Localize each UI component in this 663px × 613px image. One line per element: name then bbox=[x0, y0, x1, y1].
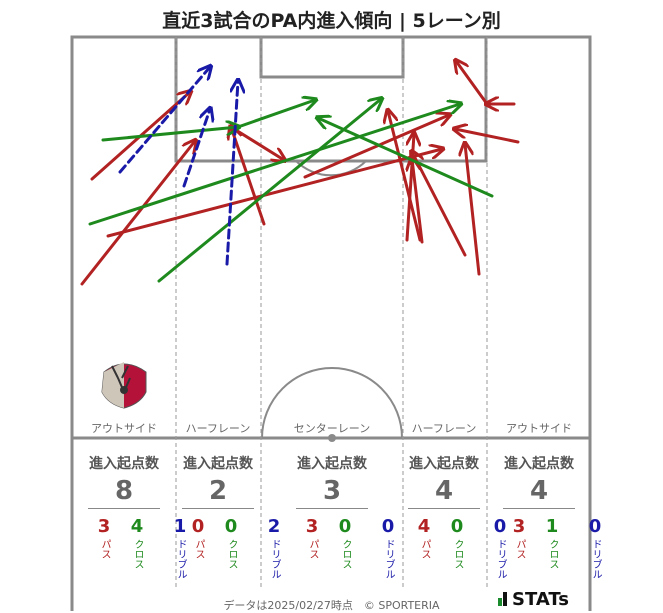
dribble-label: ドリブル bbox=[590, 539, 601, 579]
lane-5-pass: 3 パス bbox=[509, 517, 529, 579]
pass-arrow-5 bbox=[106, 149, 442, 238]
pass-arrow-12 bbox=[455, 129, 520, 144]
lane-4-total: 4 bbox=[434, 476, 454, 506]
dribble-arrow-21 bbox=[182, 109, 210, 188]
lane-3-breakdown: 3 パス 0 クロス 0 ドリブル bbox=[302, 516, 408, 580]
dribble-count: 0 bbox=[588, 516, 602, 537]
footer-text: データは2025/02/27時点 © SPORTERIA bbox=[223, 599, 440, 612]
cross-arrow-17 bbox=[88, 104, 460, 226]
pass-count: 0 bbox=[191, 516, 205, 537]
arrows-layer bbox=[80, 61, 520, 286]
dribble-label: ドリブル bbox=[495, 539, 506, 579]
dribble-arrow-22 bbox=[225, 81, 238, 266]
pass-count: 4 bbox=[417, 516, 431, 537]
cross-count: 1 bbox=[545, 516, 559, 537]
dribble-count: 2 bbox=[267, 516, 281, 537]
pass-label: パス bbox=[99, 539, 110, 559]
lane-3-pass: 3 パス bbox=[302, 517, 322, 579]
cross-count: 4 bbox=[130, 516, 144, 537]
lane-2-total: 2 bbox=[208, 476, 228, 506]
brand-logo: STATs bbox=[498, 589, 569, 610]
pass-label: パス bbox=[514, 539, 525, 559]
dribble-count: 0 bbox=[493, 516, 507, 537]
lane-label-5: アウトサイド bbox=[506, 422, 572, 435]
lane-3-dribble: 0 ドリブル bbox=[368, 516, 408, 580]
cross-label: クロス bbox=[340, 539, 351, 569]
pass-arrow-2 bbox=[80, 141, 195, 286]
lane-1-total: 8 bbox=[114, 476, 134, 506]
lane-2-dribble: 2 ドリブル bbox=[254, 516, 294, 580]
lane-3-cross: 0 クロス bbox=[330, 517, 360, 579]
lane-2-breakdown: 0 パス 0 クロス 2 ドリブル bbox=[188, 516, 294, 580]
lane-label-1: アウトサイド bbox=[91, 422, 157, 435]
lane-4-cross: 0 クロス bbox=[442, 517, 472, 579]
lane-4-dribble: 0 ドリブル bbox=[480, 516, 520, 580]
lane-4-divider bbox=[408, 508, 480, 509]
cross-label: クロス bbox=[226, 539, 237, 569]
lane-5-dribble: 0 ドリブル bbox=[575, 516, 615, 580]
dribble-label: ドリブル bbox=[383, 539, 394, 579]
pass-count: 3 bbox=[97, 516, 111, 537]
cross-label: クロス bbox=[547, 539, 558, 569]
lane-5-breakdown: 3 パス 1 クロス 0 ドリブル bbox=[509, 516, 615, 580]
cross-arrow-16 bbox=[236, 100, 315, 129]
pass-arrow-11 bbox=[412, 152, 467, 257]
lane-label-2: ハーフレーン bbox=[186, 422, 251, 435]
pass-count: 3 bbox=[512, 516, 526, 537]
dribble-label: ドリブル bbox=[269, 539, 280, 579]
kashima-antlers-crest-icon bbox=[101, 362, 147, 409]
cross-label: クロス bbox=[452, 539, 463, 569]
lane-2-cross: 0 クロス bbox=[216, 517, 246, 579]
dribble-label: ドリブル bbox=[175, 539, 186, 579]
pass-label: パス bbox=[193, 539, 204, 559]
pass-arrow-4 bbox=[229, 125, 284, 160]
dribble-arrow-20 bbox=[118, 67, 210, 174]
lane-3-total: 3 bbox=[322, 476, 342, 506]
pass-label: パス bbox=[307, 539, 318, 559]
arcs bbox=[261, 160, 403, 439]
cross-count: 0 bbox=[224, 516, 238, 537]
lane-4-pass: 4 パス bbox=[414, 517, 434, 579]
lane-3-divider bbox=[296, 508, 368, 509]
lane-label-4: ハーフレーン bbox=[412, 422, 477, 435]
pass-arrow-13 bbox=[456, 61, 489, 106]
lane-5-divider bbox=[503, 508, 575, 509]
lane-4-breakdown: 4 パス 0 クロス 0 ドリブル bbox=[414, 516, 520, 580]
dribble-count: 1 bbox=[173, 516, 187, 537]
lane-2-divider bbox=[182, 508, 254, 509]
lane-label-3: センターレーン bbox=[294, 422, 370, 435]
cross-arrow-19 bbox=[318, 118, 494, 198]
cross-arrow-15 bbox=[101, 127, 238, 142]
pass-count: 3 bbox=[305, 516, 319, 537]
lane-1-dribble: 1 ドリブル bbox=[160, 516, 200, 580]
lane-1-header: 進入起点数 bbox=[89, 456, 159, 472]
lane-1-divider bbox=[88, 508, 160, 509]
pass-label: パス bbox=[419, 539, 430, 559]
cross-count: 0 bbox=[450, 516, 464, 537]
lane-2-pass: 0 パス bbox=[188, 517, 208, 579]
pass-arrow-8 bbox=[412, 159, 424, 244]
pass-arrow-3 bbox=[231, 127, 266, 226]
brand-text: STATs bbox=[512, 589, 569, 610]
cross-count: 0 bbox=[338, 516, 352, 537]
lane-5-total: 4 bbox=[529, 476, 549, 506]
dribble-count: 0 bbox=[381, 516, 395, 537]
lane-2-header: 進入起点数 bbox=[183, 456, 253, 472]
lane-3-header: 進入起点数 bbox=[297, 456, 367, 472]
pass-arrow-9 bbox=[388, 111, 422, 242]
lane-5-cross: 1 クロス bbox=[537, 517, 567, 579]
lane-1-breakdown: 3 パス 4 クロス 1 ドリブル bbox=[94, 516, 200, 580]
lane-1-pass: 3 パス bbox=[94, 517, 114, 579]
lane-dividers bbox=[175, 37, 488, 590]
page-title: 直近3試合のPA内進入傾向 | 5レーン別 bbox=[162, 10, 501, 32]
lane-1-cross: 4 クロス bbox=[122, 517, 152, 579]
pass-arrow-10 bbox=[465, 144, 481, 276]
center-spot bbox=[328, 434, 336, 442]
cross-label: クロス bbox=[132, 539, 143, 569]
lane-5-header: 進入起点数 bbox=[504, 456, 574, 472]
lane-4-header: 進入起点数 bbox=[409, 456, 479, 472]
